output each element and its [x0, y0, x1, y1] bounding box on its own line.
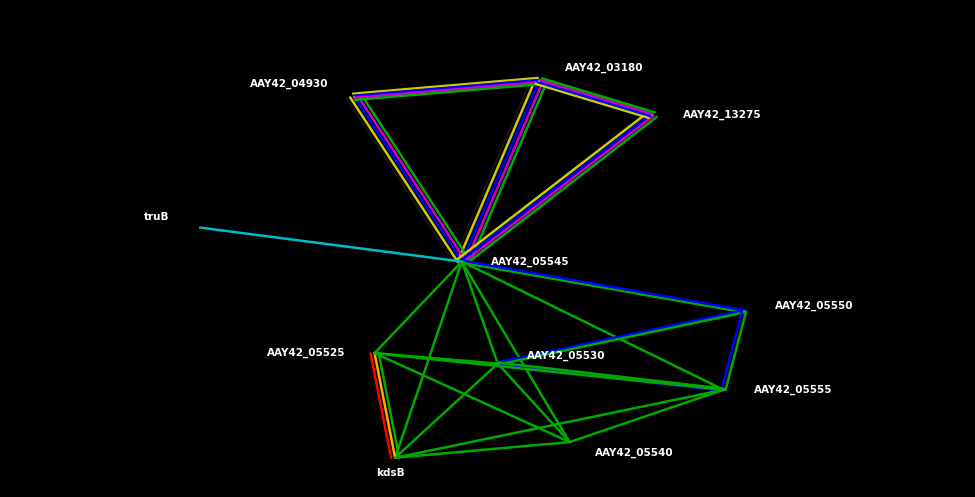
- Circle shape: [353, 96, 355, 97]
- Circle shape: [743, 311, 745, 312]
- Text: AAY42_05550: AAY42_05550: [775, 301, 853, 311]
- Circle shape: [395, 457, 396, 458]
- Text: AAY42_03180: AAY42_03180: [565, 63, 643, 73]
- Text: AAY42_05540: AAY42_05540: [596, 447, 674, 458]
- Circle shape: [497, 363, 498, 364]
- Circle shape: [722, 389, 724, 390]
- Text: AAY42_05530: AAY42_05530: [526, 350, 605, 361]
- Text: AAY42_05545: AAY42_05545: [490, 256, 569, 267]
- Text: AAY42_04930: AAY42_04930: [250, 79, 329, 89]
- Text: kdsB: kdsB: [375, 469, 405, 479]
- Text: AAY42_05525: AAY42_05525: [267, 348, 346, 358]
- Circle shape: [200, 227, 201, 228]
- Text: AAY42_13275: AAY42_13275: [682, 110, 761, 120]
- Text: truB: truB: [144, 212, 170, 222]
- Circle shape: [538, 81, 539, 82]
- Text: AAY42_05555: AAY42_05555: [755, 385, 833, 395]
- Circle shape: [461, 261, 463, 262]
